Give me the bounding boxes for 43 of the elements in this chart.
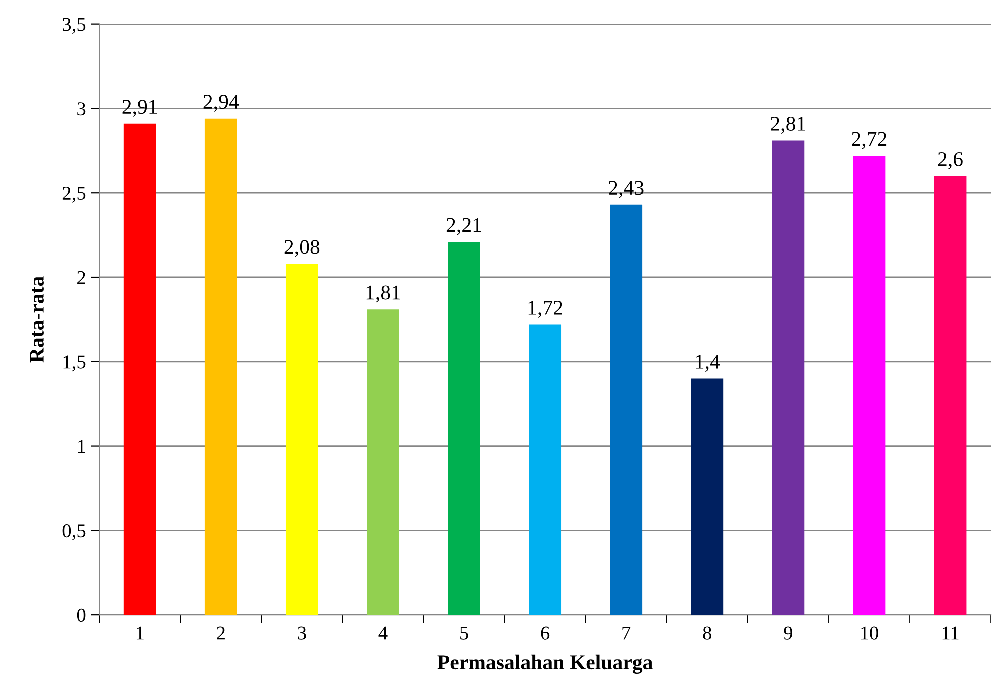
x-tick-label: 8	[703, 626, 712, 640]
bar	[204, 118, 238, 616]
y-tick-label: 0,5	[62, 524, 86, 540]
data-label: 2,6	[938, 152, 963, 170]
data-label: 2,08	[284, 240, 320, 258]
bar	[448, 242, 480, 616]
data-label: 2,91	[122, 100, 158, 118]
bar	[286, 264, 318, 616]
y-tick-label: 2,5	[62, 186, 86, 203]
data-label: 2,43	[609, 181, 644, 198]
x-tick-label: 11	[942, 626, 959, 640]
data-label: 2,21	[446, 218, 482, 236]
data-label: 1,4	[696, 355, 720, 372]
y-tick-label: 2	[78, 271, 86, 284]
data-label: 2,94	[204, 95, 240, 112]
x-tick-label: 5	[460, 626, 468, 640]
y-tick-label: 0	[77, 608, 86, 622]
x-tick-label: 2	[217, 626, 225, 640]
y-tick-label: 3,5	[63, 18, 86, 34]
x-tick-label: 4	[378, 626, 388, 640]
y-tick-label: 1	[78, 440, 86, 454]
x-axis-title: Permasalahan Keluarga	[438, 654, 653, 674]
x-tick-label: 6	[541, 626, 550, 640]
bar	[934, 176, 967, 616]
bar	[124, 124, 156, 616]
x-tick-label: 7	[622, 626, 631, 640]
bar	[691, 378, 724, 616]
x-tick-label: 9	[784, 626, 792, 640]
data-label: 1,72	[528, 300, 562, 318]
bar	[367, 310, 400, 616]
bar	[772, 140, 805, 616]
x-tick-label: 3	[298, 626, 306, 640]
y-tick-label: 1,5	[64, 356, 86, 372]
y-tick-label: 3	[78, 102, 86, 116]
data-label: 2,72	[852, 132, 887, 150]
data-label: 2,81	[771, 116, 806, 134]
data-label: 1,81	[366, 286, 400, 303]
x-tick-label: 10	[861, 626, 878, 640]
bar	[853, 156, 886, 616]
y-axis-title: Rata-rata	[30, 276, 44, 363]
x-tick-label: 1	[136, 626, 144, 640]
bar	[610, 204, 643, 616]
bar	[529, 324, 562, 616]
